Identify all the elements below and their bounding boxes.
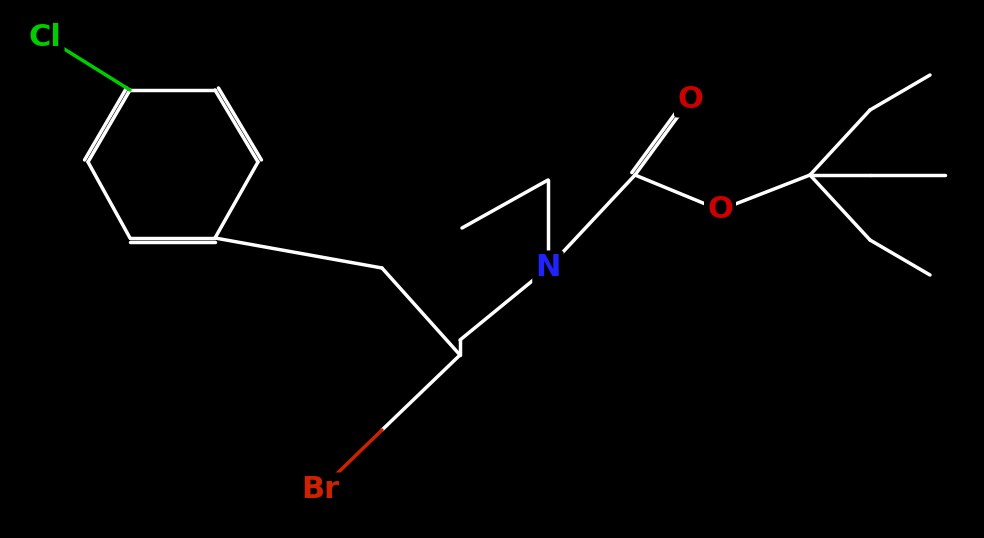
- Text: O: O: [677, 86, 703, 115]
- Text: N: N: [535, 253, 561, 282]
- Text: Br: Br: [301, 476, 339, 505]
- Text: O: O: [707, 195, 733, 224]
- Text: Cl: Cl: [29, 23, 61, 52]
